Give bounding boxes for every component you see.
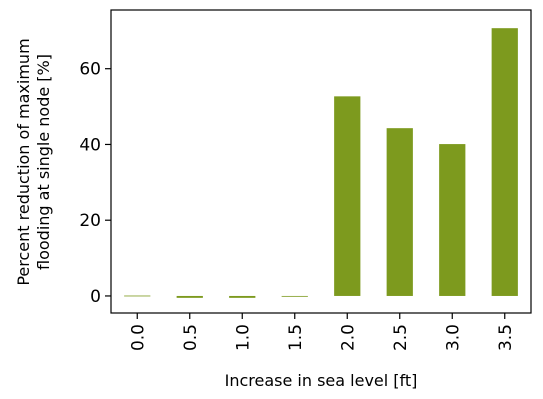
plot-area [111,10,531,313]
y-tick-label: 0 [90,287,101,307]
x-tick-label: 1.5 [286,324,306,351]
bar-3.0 [439,144,466,296]
bar-0.5 [176,295,203,298]
x-tick-label: 3.5 [496,324,516,351]
y-tick-label: 60 [79,60,101,80]
bar-3.5 [491,28,518,296]
bar-0.0 [124,295,151,297]
bar-1.5 [281,295,308,297]
x-axis: 0.0 0.5 1.0 1.5 2.0 2.5 3.0 3.5 [128,313,516,351]
y-axis-label-line-1: Percent reduction of maximum [14,38,33,285]
y-tick-label: 20 [79,211,101,231]
bar-2.5 [386,128,413,296]
y-tick-label: 40 [79,135,101,155]
y-axis-label-line-2: flooding at single node [%] [34,54,53,270]
x-tick-label: 3.0 [443,324,463,351]
plot-frame [110,9,532,314]
bar-2.0 [334,96,361,296]
x-tick-label: 2.0 [338,324,358,351]
x-tick-label: 1.0 [233,324,253,351]
bar-1.0 [229,295,256,298]
x-tick-label: 0.0 [128,324,148,351]
x-tick-label: 0.5 [181,324,201,351]
x-axis-label: Increase in sea level [ft] [225,371,418,390]
x-tick-label: 2.5 [391,324,411,351]
y-axis: 0 20 40 60 [79,60,111,307]
bars-group [124,28,518,298]
